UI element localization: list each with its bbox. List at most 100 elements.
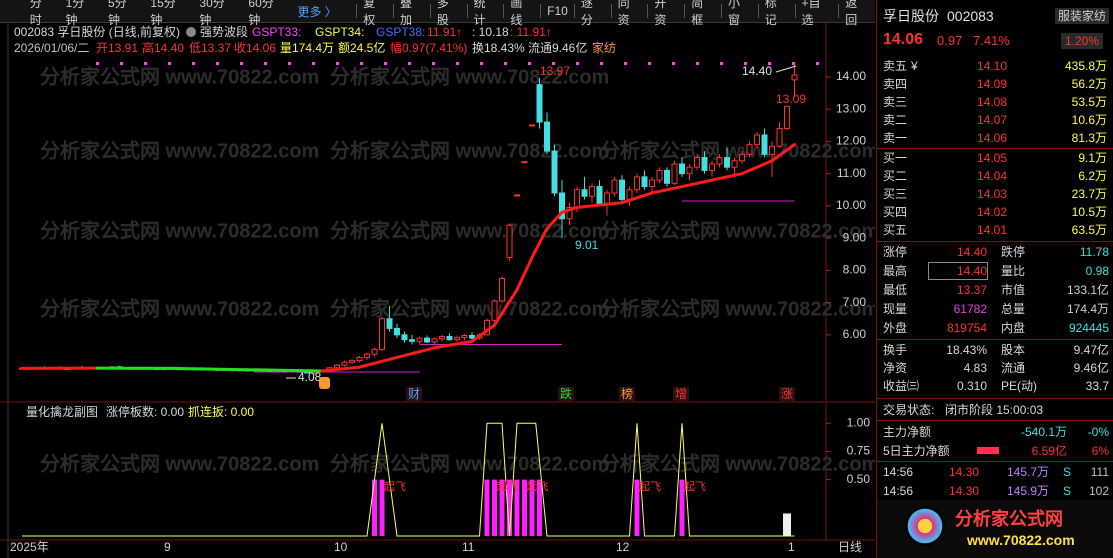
candle-body [394,327,400,336]
toolbar-button[interactable]: 返回 [845,0,858,27]
watermark: 分析家公式网 www.70822.com [330,296,609,320]
book-volume: 53.5万 [1071,95,1107,109]
flow-label: 主力净额 [883,425,932,439]
ma-segment [493,288,519,327]
candle-body [671,163,678,184]
tick-count: 102 [1088,484,1109,498]
book-volume: 23.7万 [1071,187,1107,201]
chart-bg [0,22,875,558]
indicator-icon [186,27,196,37]
tick-count: 111 [1090,465,1109,479]
candle-body [521,161,528,164]
signal-dot [504,62,507,65]
candle-body [724,157,730,168]
signal-label: 起飞 [527,480,549,493]
y-tick-label: 7.00 [843,295,867,309]
signal-dot [192,62,195,65]
toolbar-button[interactable]: 多股 [436,0,449,27]
toolbar-button[interactable]: 叠加 [400,0,413,27]
toolbar-button[interactable]: 小窗 [727,0,740,27]
stat-value: 0.310 [956,379,987,393]
toolbar-button[interactable]: 更多 〉 [297,4,337,19]
signal-dot [168,62,171,65]
toolbar-separator [720,4,722,18]
stat-label: 涨停 [883,245,908,259]
candle-body [349,360,355,363]
ma-segment [545,210,564,230]
tick-price: 14.30 [949,484,980,498]
watermark: 分析家公式网 www.70822.com [330,138,609,162]
book-label: 买二 [883,169,908,183]
event-marker-bg [406,387,422,401]
book-volume: 10.6万 [1071,113,1107,127]
toolbar-button[interactable]: 画线 [510,0,523,27]
book-label: 卖五 [883,59,908,73]
candle-body [656,169,663,181]
toolbar-button[interactable]: F10 [547,4,568,18]
sub-y-tick-label: 0.50 [847,472,871,486]
signal-bar [514,479,520,536]
signal-dot [264,62,267,65]
toolbar-separator [794,4,796,18]
price-annotation: 13.97 [540,64,570,78]
event-marker: 增 [675,387,687,401]
toolbar-button[interactable]: 统计 [473,0,486,27]
toolbar-button[interactable]: 同资 [617,0,630,27]
change: 0.97 [937,33,963,48]
candle-body [746,144,753,155]
book-label: 卖四 [883,77,908,91]
candle-body [439,335,445,340]
toolbar-button[interactable]: 逐分 [580,0,593,27]
event-marker-bg [673,387,689,401]
stat-value: 9.46亿 [1073,361,1109,375]
sub-line [22,422,795,537]
ma-segment [710,172,744,182]
candle-body [386,318,393,329]
volume-bar [783,513,791,536]
flow-label: 5日主力净额 [883,444,950,458]
toolbar-button[interactable]: 60分钟 [248,0,274,27]
watermark: 分析家公式网 www.70822.com [600,296,875,320]
toolbar-button[interactable]: +自选 [801,0,821,27]
ma-segment [560,206,579,214]
book-price: 14.03 [977,187,1008,201]
watermark: 分析家公式网 www.70822.com [600,451,875,475]
signal-bar [379,479,385,536]
toolbar-button[interactable]: 30分钟 [199,0,225,27]
candle-body [754,134,760,146]
stat-label: 股本 [1001,343,1026,357]
book-price: 14.02 [977,205,1008,219]
candle-body [499,277,505,302]
quote-panel: 孚日股份 002083 服装家纺 1.20% 14.06 0.97 7.41% 卖五 14.10… [876,0,1113,558]
toolbar-button[interactable]: 复权 [363,0,376,27]
candle-body [566,207,573,220]
stat-value: 13.37 [956,283,987,297]
candle-body [716,157,723,165]
toolbar-button[interactable]: 简框 [691,0,704,27]
candle-body [574,189,580,209]
toolbar-button[interactable]: 分时 [29,0,42,27]
book-volume: 56.2万 [1071,77,1107,91]
divider [877,398,1113,399]
toolbar-button[interactable]: 15分钟 [150,0,176,27]
signal-dot [672,62,675,65]
toolbar-button[interactable]: 标记 [764,0,777,27]
ma-segment [170,366,249,372]
signal-dot [528,62,531,65]
book-price: 14.06 [977,131,1008,145]
book-label: 买一 [883,151,908,165]
toolbar-button[interactable]: 开资 [654,0,667,27]
logo-title: 分析家公式网 [955,509,1063,529]
signal-dot [552,62,555,65]
candle-body [401,334,408,341]
watermark: 分析家公式网 www.70822.com [600,138,875,162]
toolbar-separator [647,4,649,18]
toolbar-button[interactable]: 5分钟 [107,0,127,27]
header-text: 家纺 [592,41,617,55]
divider [877,420,1113,421]
candle-body [544,121,550,152]
header-text: : 10.18 [472,25,509,39]
candle-body [506,224,513,258]
toolbar-button[interactable]: 1分钟 [65,0,85,27]
